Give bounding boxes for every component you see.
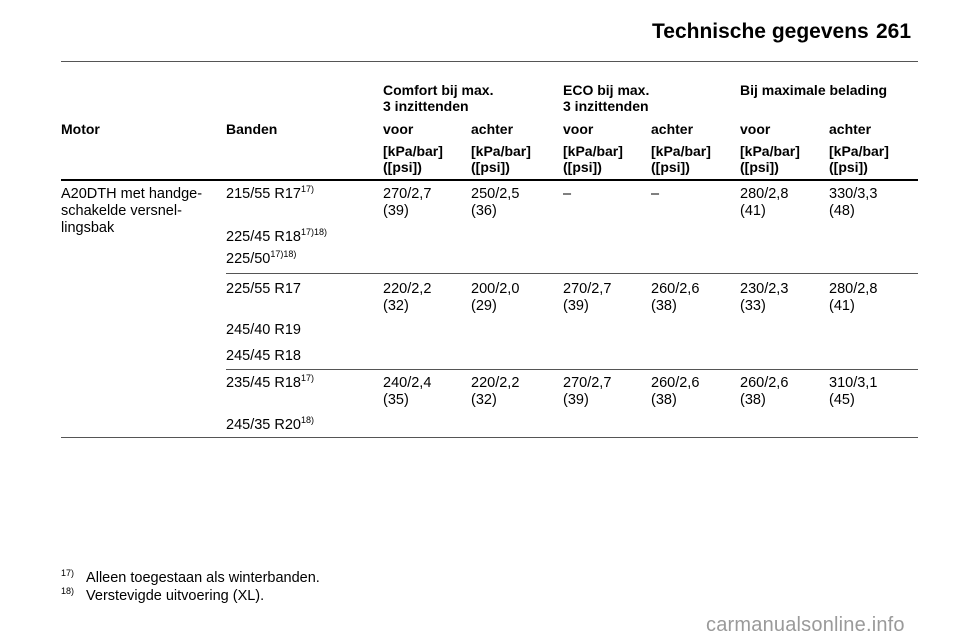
pressure-value: 260/2,6 (38) (651, 281, 700, 314)
pressure-value: 330/3,3 (48) (829, 186, 878, 219)
footnote-ref: 18) (300, 415, 314, 426)
unit-header: [kPa/bar] ([psi]) (740, 143, 800, 175)
tyre-size: 245/35 R2018) (226, 415, 314, 433)
col-header-banden: Banden (226, 121, 278, 137)
row-divider (226, 273, 918, 274)
pressure-value: 250/2,5 (36) (471, 186, 520, 219)
pressure-value: 230/2,3 (33) (740, 281, 789, 314)
page-number: 261 (876, 20, 912, 43)
footnote-mark: 17) (61, 568, 75, 579)
table-header-rule (61, 179, 918, 181)
group-header-comfort: Comfort bij max. 3 inzittenden (383, 82, 494, 114)
watermark: carmanualsonline.info (706, 614, 905, 636)
page-title: Technische gegevens (652, 20, 869, 43)
motor-cell: A20DTH met handge- schakelde versnel- li… (61, 186, 203, 236)
tyre-size: 235/45 R1817) (226, 373, 314, 391)
tyre-size: 225/55 R17 (226, 281, 301, 297)
table-bottom-rule (61, 437, 918, 438)
footnote-mark: 18) (61, 586, 75, 597)
footnote-ref: 17) (300, 373, 314, 384)
unit-header: [kPa/bar] ([psi]) (563, 143, 623, 175)
tyre-size: 215/55 R1717) (226, 184, 314, 202)
pressure-value: 240/2,4 (35) (383, 375, 432, 408)
pressure-value: – (651, 186, 660, 202)
pressure-value: 200/2,0 (29) (471, 281, 520, 314)
unit-header: [kPa/bar] ([psi]) (829, 143, 889, 175)
header-rule (61, 61, 918, 62)
row-divider (226, 369, 918, 370)
col-header-achter-3: achter (829, 121, 872, 137)
col-header-voor-1: voor (383, 121, 414, 137)
col-header-achter-2: achter (651, 121, 694, 137)
group-header-max-load: Bij maximale belading (740, 82, 888, 98)
col-header-achter-1: achter (471, 121, 514, 137)
pressure-value: 270/2,7 (39) (563, 375, 612, 408)
pressure-value: 280/2,8 (41) (829, 281, 878, 314)
unit-header: [kPa/bar] ([psi]) (471, 143, 531, 175)
tyre-size: 245/40 R19 (226, 322, 301, 338)
pressure-value: 280/2,8 (41) (740, 186, 789, 219)
tyre-size: 225/45 R1817)18) (226, 227, 327, 245)
col-header-voor-3: voor (740, 121, 771, 137)
tyre-size: 245/45 R18 (226, 348, 301, 364)
pressure-value: 220/2,2 (32) (383, 281, 432, 314)
group-header-eco: ECO bij max. 3 inzittenden (563, 82, 650, 114)
tyre-size: 225/5017)18) (226, 249, 297, 267)
footnote-ref: 17)18) (270, 249, 297, 260)
footnote-ref: 17) (300, 184, 314, 195)
footnote: 17) Alleen toegestaan als winterbanden. (61, 568, 320, 586)
pressure-value: – (563, 186, 572, 202)
unit-header: [kPa/bar] ([psi]) (651, 143, 711, 175)
pressure-value: 310/3,1 (45) (829, 375, 878, 408)
pressure-value: 220/2,2 (32) (471, 375, 520, 408)
col-header-motor: Motor (61, 121, 100, 137)
pressure-value: 270/2,7 (39) (563, 281, 612, 314)
pressure-value: 270/2,7 (39) (383, 186, 432, 219)
pressure-value: 260/2,6 (38) (740, 375, 789, 408)
pressure-value: 260/2,6 (38) (651, 375, 700, 408)
footnote-ref: 17)18) (300, 227, 327, 238)
unit-header: [kPa/bar] ([psi]) (383, 143, 443, 175)
col-header-voor-2: voor (563, 121, 594, 137)
footnote: 18) Verstevigde uitvoering (XL). (61, 586, 265, 604)
